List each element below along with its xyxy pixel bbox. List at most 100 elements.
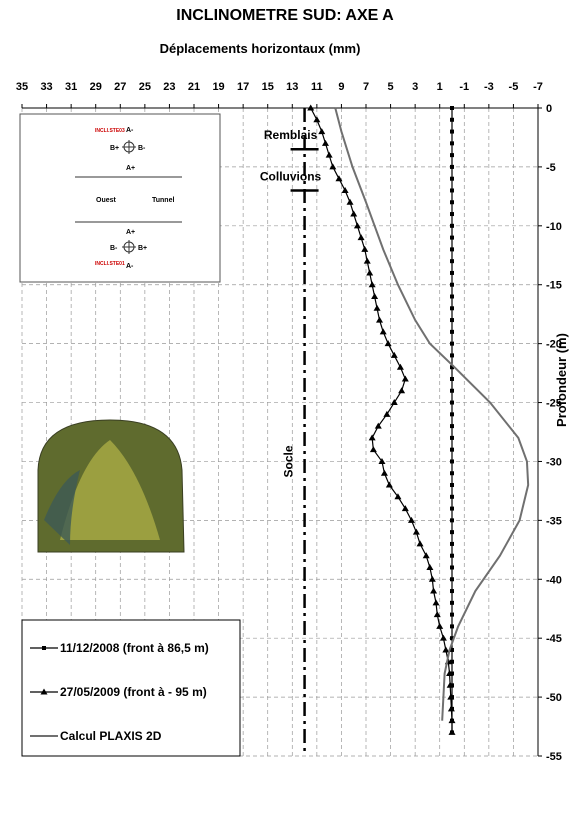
x-tick-label: 25 [139,81,151,93]
marker [450,270,454,275]
marker [450,176,454,181]
marker [450,424,454,429]
marker [450,153,454,158]
marker [450,659,454,664]
marker [450,388,454,393]
x-tick-label: -5 [509,81,519,93]
marker [450,329,454,334]
marker [371,293,379,300]
marker [385,481,393,488]
marker [450,365,454,370]
marker [446,681,454,688]
marker [361,245,369,252]
marker [450,435,454,440]
marker [450,318,454,323]
marker [447,705,455,712]
marker [401,505,409,512]
marker [450,494,454,499]
x-tick-label: 27 [114,81,126,93]
marker [390,399,398,406]
inset-label: A- [126,127,134,134]
marker [353,222,361,229]
x-tick-label: 15 [262,81,274,93]
y-tick-label: -10 [546,221,562,233]
x-tick-label: 19 [212,81,224,93]
y-tick-label: -40 [546,574,562,586]
x-tick-label: 9 [338,81,344,93]
y-tick-label: -35 [546,515,562,527]
legend-label: 11/12/2008 (front à 86,5 m) [60,641,209,655]
chart-title: INCLINOMETRE SUD: AXE A [176,7,394,24]
y-tick-label: -20 [546,339,562,351]
x-tick-label: 7 [363,81,369,93]
marker [450,106,454,110]
marker [422,552,430,559]
marker [442,646,450,653]
marker [368,281,376,288]
inset-label: B+ [138,245,147,252]
marker [335,175,343,182]
marker [450,530,454,535]
marker [450,647,454,652]
marker [341,186,349,193]
marker [325,151,333,158]
marker [366,269,374,276]
y-tick-label: -30 [546,456,562,468]
marker [350,210,358,217]
marker [450,483,454,488]
marker [450,200,454,205]
inset-label: B- [138,145,146,152]
x-tick-label: -3 [484,81,494,93]
inset-label: B+ [110,145,119,152]
marker [450,600,454,605]
marker [450,188,454,193]
inset-label: A+ [126,229,135,236]
x-tick-label: 11 [311,81,323,93]
x-tick-label: 33 [40,81,52,93]
legend-label: Calcul PLAXIS 2D [60,729,162,743]
y-axis-label: Profondeur (m) [554,333,569,427]
marker [378,457,386,464]
marker [398,387,406,394]
marker [450,577,454,582]
marker [450,541,454,546]
marker [450,376,454,381]
y-tick-label: -45 [546,633,562,645]
marker [450,671,454,676]
x-tick-label: 17 [237,81,249,93]
socle-label: Socle [282,445,296,477]
marker [450,459,454,464]
series-line [334,107,530,721]
layer-label: Colluvions [260,169,322,183]
marker [384,340,392,347]
inset-label: A+ [126,165,135,172]
marker [450,565,454,570]
marker [432,599,440,606]
marker [321,139,329,146]
x-tick-label: 35 [16,81,28,93]
marker [439,634,447,641]
x-tick-label: 3 [412,81,418,93]
marker [450,553,454,558]
marker [363,257,371,264]
marker [450,259,454,264]
y-tick-label: -15 [546,280,562,292]
marker [446,670,454,677]
inset-label: INCLI.STE03 [95,128,125,134]
marker [450,518,454,523]
inset-label: INCLI.STE01 [95,261,125,267]
y-tick-label: -5 [546,162,556,174]
marker [416,540,424,547]
x-tick-label: -7 [533,81,543,93]
marker [346,198,354,205]
x-tick-label: 29 [90,81,102,93]
marker [450,117,454,122]
marker [450,247,454,252]
tunnel-photo-detail [44,470,80,545]
legend: 11/12/2008 (front à 86,5 m) 27/05/2009 (f… [21,619,241,757]
y-tick-label: -50 [546,692,562,704]
marker [433,611,441,618]
marker [329,163,337,170]
